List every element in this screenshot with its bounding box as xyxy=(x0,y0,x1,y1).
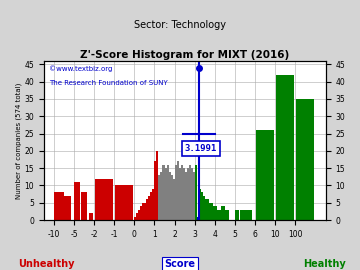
Bar xyxy=(207,199,209,220)
Bar xyxy=(221,206,223,220)
Text: Sector: Technology: Sector: Technology xyxy=(134,20,226,30)
Bar xyxy=(185,172,186,220)
Bar xyxy=(193,172,195,220)
Text: Healthy: Healthy xyxy=(303,259,345,269)
Text: The Research Foundation of SUNY: The Research Foundation of SUNY xyxy=(49,80,168,86)
Bar xyxy=(197,217,199,220)
Bar xyxy=(211,203,213,220)
Text: Score: Score xyxy=(165,259,195,269)
Bar xyxy=(217,210,219,220)
Bar xyxy=(81,193,87,220)
Bar xyxy=(154,161,157,220)
Bar xyxy=(168,172,171,220)
Bar xyxy=(157,151,158,220)
Bar xyxy=(181,165,183,220)
Bar xyxy=(158,175,161,220)
Bar xyxy=(179,168,181,220)
Bar xyxy=(227,210,229,220)
Bar xyxy=(205,199,207,220)
Bar xyxy=(177,161,179,220)
Bar xyxy=(186,168,189,220)
Bar xyxy=(225,210,227,220)
Y-axis label: Number of companies (574 total): Number of companies (574 total) xyxy=(15,82,22,199)
Bar xyxy=(171,175,172,220)
Bar xyxy=(199,189,201,220)
Bar xyxy=(150,193,152,220)
Bar xyxy=(223,206,225,220)
Bar xyxy=(276,75,294,220)
Title: Z'-Score Histogram for MIXT (2016): Z'-Score Histogram for MIXT (2016) xyxy=(80,50,289,60)
Text: ©www.textbiz.org: ©www.textbiz.org xyxy=(49,66,113,72)
Bar xyxy=(147,199,148,220)
Bar xyxy=(296,99,314,220)
Bar xyxy=(244,210,248,220)
Bar xyxy=(167,165,168,220)
Text: Unhealthy: Unhealthy xyxy=(19,259,75,269)
Bar xyxy=(191,168,193,220)
Bar xyxy=(95,178,113,220)
Bar xyxy=(89,213,93,220)
Bar xyxy=(74,182,80,220)
Bar xyxy=(203,196,205,220)
Bar xyxy=(248,210,252,220)
Bar xyxy=(136,213,138,220)
Bar xyxy=(219,210,221,220)
Bar xyxy=(115,185,133,220)
Bar xyxy=(134,217,136,220)
Bar xyxy=(215,206,217,220)
Bar xyxy=(140,206,142,220)
Bar xyxy=(161,172,162,220)
Bar xyxy=(189,165,191,220)
Bar xyxy=(148,196,150,220)
Text: 3.1991: 3.1991 xyxy=(185,144,217,153)
Bar xyxy=(201,193,203,220)
Bar xyxy=(162,165,165,220)
Bar xyxy=(213,206,215,220)
Bar xyxy=(63,196,71,220)
Bar xyxy=(138,210,140,220)
Bar xyxy=(175,165,177,220)
Bar xyxy=(235,210,239,220)
Bar xyxy=(183,168,185,220)
Bar xyxy=(240,210,244,220)
Bar xyxy=(165,168,167,220)
Bar xyxy=(209,203,211,220)
Bar xyxy=(172,178,175,220)
Bar xyxy=(54,193,64,220)
Bar xyxy=(195,165,197,220)
Bar xyxy=(256,130,274,220)
Bar xyxy=(142,203,144,220)
Bar xyxy=(144,203,147,220)
Bar xyxy=(152,189,154,220)
